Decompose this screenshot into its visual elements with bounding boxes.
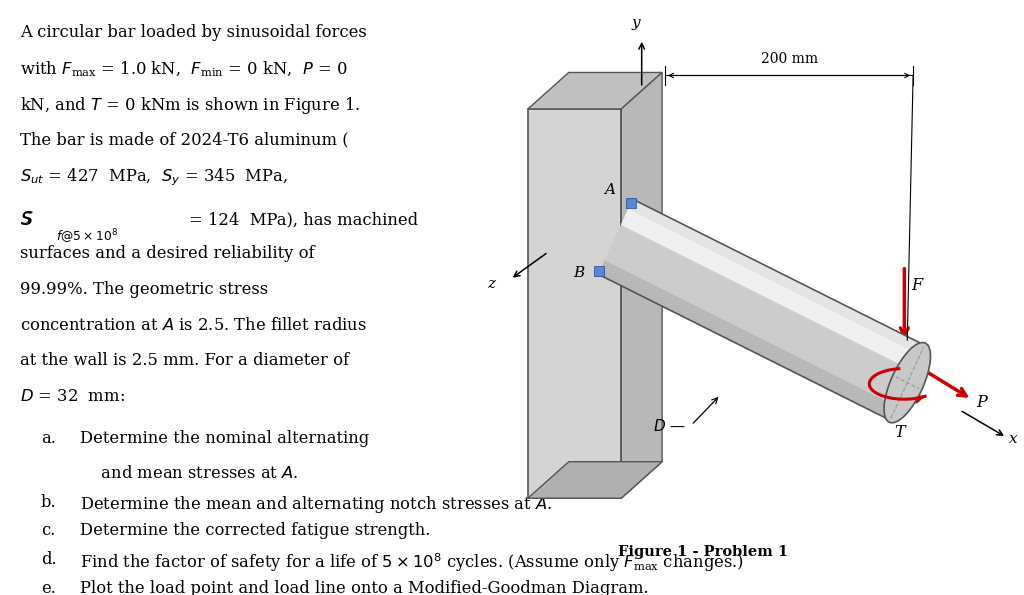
Text: x: x	[1010, 433, 1018, 446]
Text: z: z	[487, 277, 495, 292]
Text: c.: c.	[41, 522, 55, 540]
Polygon shape	[622, 73, 663, 498]
Text: Determine the mean and alternating notch stresses at $A$.: Determine the mean and alternating notch…	[80, 494, 552, 515]
Text: T: T	[894, 424, 904, 441]
Text: A circular bar loaded by sinusoidal forces: A circular bar loaded by sinusoidal forc…	[20, 24, 368, 41]
Polygon shape	[625, 199, 925, 363]
Text: 99.99%. The geometric stress: 99.99%. The geometric stress	[20, 281, 268, 298]
Ellipse shape	[884, 343, 931, 423]
Text: at the wall is 2.5 mm. For a diameter of: at the wall is 2.5 mm. For a diameter of	[20, 352, 349, 369]
Text: d.: d.	[41, 551, 56, 568]
Text: and mean stresses at $A$.: and mean stresses at $A$.	[80, 465, 298, 483]
Text: surfaces and a desired reliability of: surfaces and a desired reliability of	[20, 245, 315, 262]
Polygon shape	[598, 261, 896, 420]
Text: $f @5\times10^8$: $f @5\times10^8$	[56, 227, 119, 246]
Text: The bar is made of 2024-T6 aluminum (: The bar is made of 2024-T6 aluminum (	[20, 131, 349, 148]
Text: P: P	[976, 394, 987, 411]
Text: = 124  MPa), has machined: = 124 MPa), has machined	[189, 211, 419, 228]
Text: F: F	[911, 277, 923, 294]
Text: with $F_\mathregular{max}$ = 1.0 kN,  $F_\mathregular{min}$ = 0 kN,  $P$ = 0: with $F_\mathregular{max}$ = 1.0 kN, $F_…	[20, 60, 348, 79]
Text: Find the factor of safety for a life of $5\times10^8$ cycles. (Assume only $F_\m: Find the factor of safety for a life of …	[80, 551, 743, 574]
Text: A: A	[604, 183, 615, 197]
Text: a.: a.	[41, 430, 56, 447]
Text: kN, and $T$ = 0 kNm is shown in Figure 1.: kN, and $T$ = 0 kNm is shown in Figure 1…	[20, 95, 360, 116]
Text: Plot the load point and load line onto a Modified-Goodman Diagram.: Plot the load point and load line onto a…	[80, 580, 648, 595]
Polygon shape	[621, 209, 920, 371]
Polygon shape	[598, 199, 925, 420]
Text: B: B	[573, 266, 585, 280]
Polygon shape	[528, 109, 622, 498]
Text: Figure 1 - Problem 1: Figure 1 - Problem 1	[617, 545, 788, 559]
Text: concentration at $A$ is 2.5. The fillet radius: concentration at $A$ is 2.5. The fillet …	[20, 317, 368, 334]
Text: $S$: $S$	[20, 211, 34, 229]
Polygon shape	[528, 462, 663, 498]
Text: $S_{ut}$ = 427  MPa,  $S_y$ = 345  MPa,: $S_{ut}$ = 427 MPa, $S_y$ = 345 MPa,	[20, 167, 289, 188]
Text: $D$ = 32  mm:: $D$ = 32 mm:	[20, 388, 125, 405]
Text: $D$ —: $D$ —	[653, 418, 686, 434]
Text: Determine the nominal alternating: Determine the nominal alternating	[80, 430, 369, 447]
Text: b.: b.	[41, 494, 56, 511]
Text: y: y	[631, 16, 640, 30]
Polygon shape	[528, 73, 663, 109]
Text: 200 mm: 200 mm	[761, 52, 817, 66]
Text: Determine the corrected fatigue strength.: Determine the corrected fatigue strength…	[80, 522, 430, 540]
Text: $S$: $S$	[20, 211, 33, 228]
Text: e.: e.	[41, 580, 56, 595]
